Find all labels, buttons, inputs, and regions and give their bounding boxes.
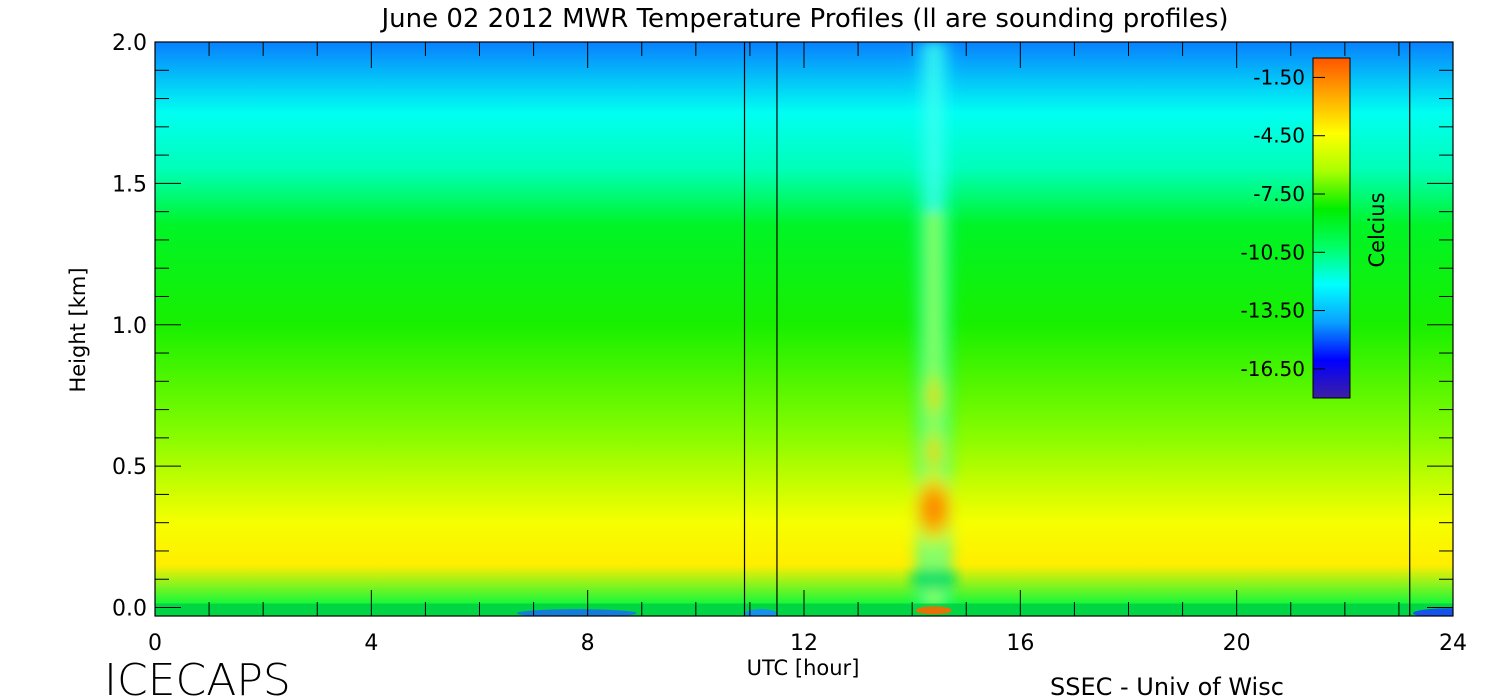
y-tick-label: 2.0	[112, 31, 147, 56]
colorbar-label: Celcius	[1365, 192, 1389, 267]
x-tick-label: 20	[1223, 631, 1251, 656]
ssec-credit: SSEC - Univ of Wisc	[1050, 673, 1284, 700]
y-axis-label: Height [km]	[66, 267, 90, 392]
heatmap-field	[155, 42, 1453, 616]
plume-blob-upper	[919, 365, 948, 426]
y-tick-label: 0.5	[112, 455, 147, 480]
y-axis: 0.0 0.5 1.0 1.5 2.0	[112, 31, 1453, 622]
icecaps-label: ICECAPS	[104, 655, 291, 700]
surface-cold-patch	[1413, 608, 1453, 616]
x-tick-label: 24	[1439, 631, 1467, 656]
colorbar-tick-label: -13.50	[1241, 299, 1305, 323]
plume-blob-mid	[917, 422, 950, 482]
y-tick-label: 1.5	[112, 172, 147, 197]
x-axis: 0 4 8 12 16 20 24	[148, 42, 1467, 656]
x-tick-label: 8	[581, 631, 595, 656]
colorbar-tick-label: -1.50	[1253, 65, 1305, 89]
warm-plume	[907, 42, 960, 608]
colorbar-tick-label: -4.50	[1253, 124, 1305, 148]
x-tick-label: 0	[148, 631, 162, 656]
surface-cold-patch	[516, 609, 637, 616]
x-tick-label: 4	[364, 631, 378, 656]
x-tick-label: 16	[1006, 631, 1034, 656]
plume-cool-pocket	[909, 569, 958, 590]
plume-core	[907, 468, 960, 549]
x-axis-label: UTC [hour]	[747, 656, 860, 680]
sounding-lines	[743, 42, 1411, 616]
surface-warm-patch	[915, 606, 952, 615]
colorbar: -1.50 -4.50 -7.50 -10.50 -13.50 -16.50 Celciu…	[1241, 57, 1389, 399]
colorbar-tick-label: -16.50	[1241, 357, 1305, 381]
y-tick-label: 0.0	[112, 597, 147, 622]
x-tick-label: 12	[790, 631, 818, 656]
y-tick-label: 1.0	[112, 314, 147, 339]
temperature-field	[155, 42, 1453, 616]
surface-cold-patch	[744, 609, 777, 616]
colorbar-tick-label: -7.50	[1253, 182, 1305, 206]
colorbar-scale	[1312, 57, 1351, 399]
colorbar-tick-label: -10.50	[1241, 240, 1305, 264]
chart-title: June 02 2012 MWR Temperature Profiles (l…	[379, 4, 1228, 34]
